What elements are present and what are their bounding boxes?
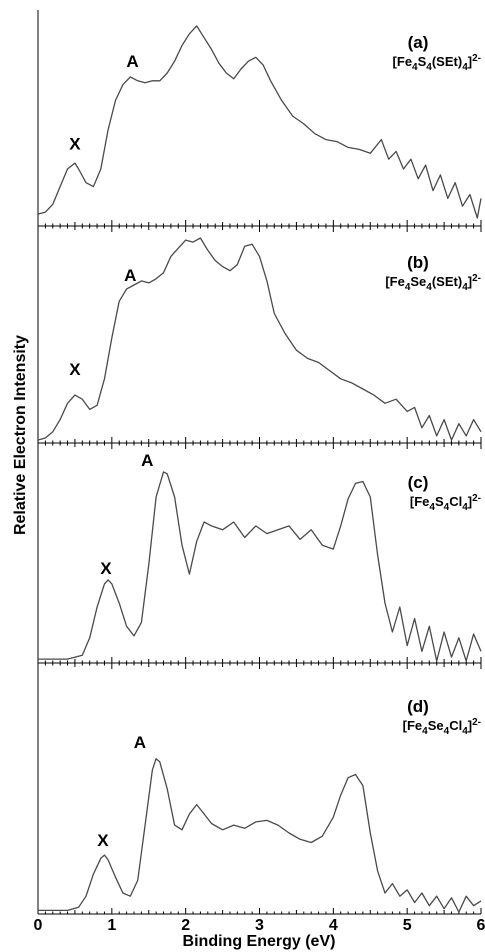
- x-tick-label: 5: [403, 917, 412, 934]
- panel-c: X A (c)[Fe4S4Cl4]2-: [37, 443, 482, 664]
- spectrum-line-a: [37, 25, 482, 219]
- x-tick-label: 3: [255, 917, 264, 934]
- spectrum-line-c: [38, 471, 482, 662]
- x-tick-label: 2: [181, 917, 190, 934]
- panel-letter-d: (d): [407, 697, 429, 716]
- panel-letter-a: (a): [408, 33, 429, 52]
- x-tick-label: 0: [34, 917, 43, 934]
- peak-label-a: A: [141, 451, 153, 470]
- spectrum-line-b: [37, 237, 482, 441]
- peak-label-a: A: [124, 266, 136, 285]
- peak-label-a: A: [134, 733, 146, 752]
- peak-label-x: X: [100, 559, 112, 578]
- x-tick-label: 6: [477, 917, 485, 934]
- spectra-panels: X A (a)[Fe4S4(SEt)4]2- X A (b)[Fe4Se4(SEt)4]2…: [37, 10, 482, 915]
- peak-label-a: A: [126, 52, 138, 71]
- y-axis-label: Relative Electron Intensity: [12, 335, 29, 535]
- formula-label-c: [Fe4S4Cl4]2-: [410, 493, 481, 513]
- peak-label-x: X: [69, 360, 81, 379]
- x-tick-label: 4: [329, 917, 338, 934]
- panel-letter-b: (b): [407, 253, 429, 272]
- panel-letter-c: (c): [408, 473, 429, 492]
- formula-label-b: [Fe4Se4(SEt)4]2-: [385, 273, 481, 293]
- panel-b: X A (b)[Fe4Se4(SEt)4]2-: [37, 226, 482, 444]
- peak-label-x: X: [69, 134, 81, 153]
- x-tick-labels: 0 1 2 3 4 5 6: [34, 917, 485, 934]
- x-axis-label: Binding Energy (eV): [183, 933, 336, 950]
- peak-label-x: X: [97, 831, 109, 850]
- x-tick-label: 1: [107, 917, 116, 934]
- panel-a: X A (a)[Fe4S4(SEt)4]2-: [37, 10, 482, 227]
- formula-label-d: [Fe4Se4Cl4]2-: [403, 717, 481, 737]
- spectrum-line-d: [38, 758, 482, 913]
- formula-label-a: [Fe4S4(SEt)4]2-: [393, 53, 481, 73]
- panel-d: X A (d)[Fe4Se4Cl4]2-: [37, 663, 482, 915]
